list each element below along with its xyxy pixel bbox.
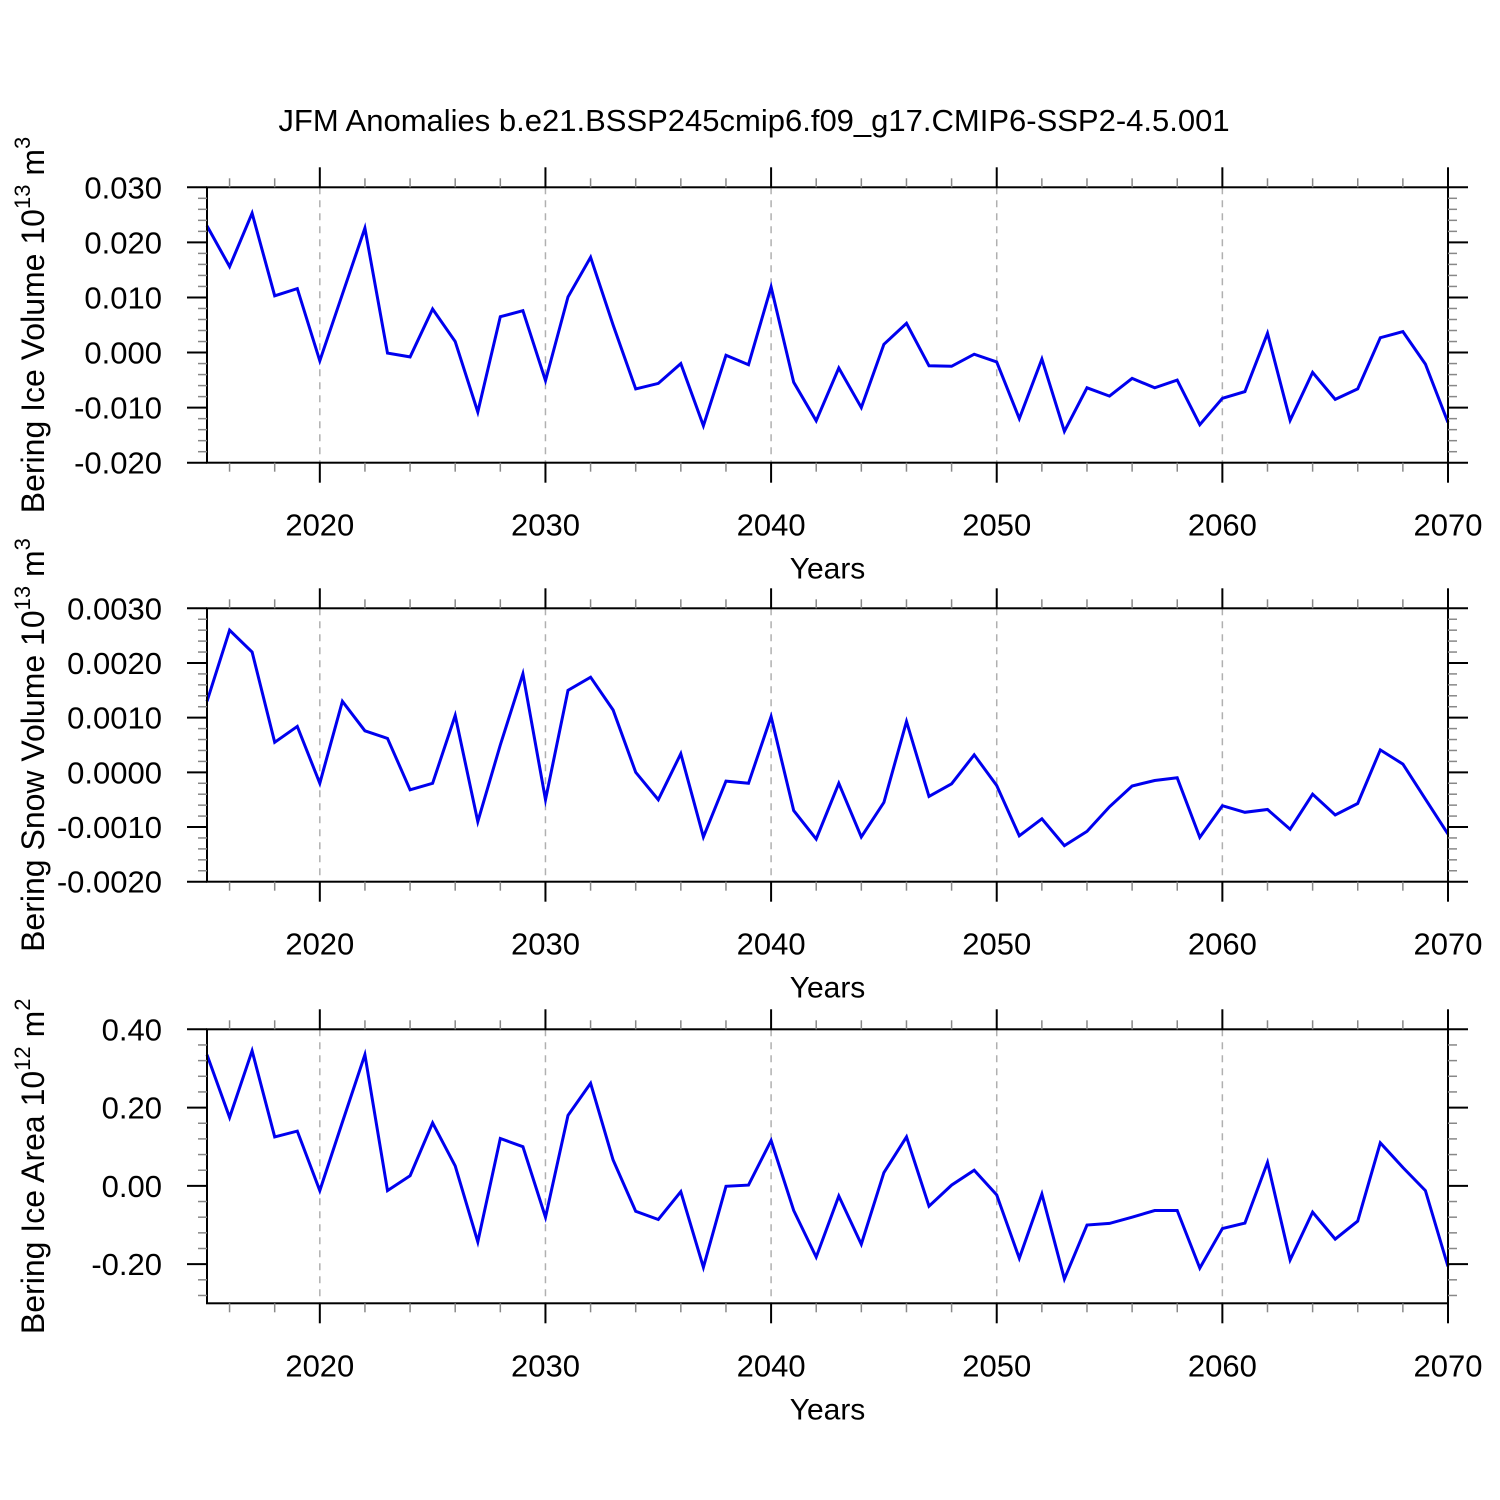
y-axis-title: Bering Snow Volume 1013 m3 — [10, 538, 51, 952]
x-tick-label: 2020 — [285, 927, 354, 962]
plot-frame — [206, 186, 1449, 464]
y-tick-label: -0.0020 — [57, 865, 162, 900]
x-tick-label: 2040 — [737, 927, 806, 962]
data-line-3 — [205, 1045, 1450, 1284]
x-tick-label: 2070 — [1414, 927, 1483, 962]
x-tick-label: 2050 — [962, 508, 1031, 543]
x-tick-label: 2060 — [1188, 508, 1257, 543]
y-axis-title: Bering Ice Area 1012 m2 — [10, 999, 51, 1335]
y-tick-label: 0.0010 — [67, 701, 162, 736]
plot-1: 0.030 0.020 0.010 0.000 -0.010 -0.020 2020 2030… — [10, 137, 1482, 586]
y-tick-label: 0.000 — [84, 336, 162, 371]
y-tick-label: -0.20 — [91, 1247, 162, 1282]
plot-2: 0.0030 0.0020 0.0010 0.0000 -0.0010 -0.0020 20… — [10, 538, 1482, 1005]
chart-title: JFM Anomalies b.e21.BSSP245cmip6.f09_g17… — [278, 103, 1230, 138]
y-tick-label: 0.0000 — [67, 755, 162, 790]
x-axis-title: Years — [790, 1393, 866, 1426]
x-tick-label: 2060 — [1188, 1348, 1257, 1383]
y-tick-label: 0.030 — [84, 170, 162, 205]
data-line-1 — [205, 208, 1450, 436]
x-tick-label: 2030 — [511, 1348, 580, 1383]
y-tick-label: -0.0010 — [57, 810, 162, 845]
x-tick-label: 2030 — [511, 927, 580, 962]
data-line-2 — [205, 627, 1450, 848]
plot-frame — [206, 1028, 1449, 1305]
x-tick-label: 2050 — [962, 927, 1031, 962]
x-tick-label: 2040 — [737, 1348, 806, 1383]
y-tick-label: 0.020 — [84, 225, 162, 260]
x-tick-label: 2020 — [285, 1348, 354, 1383]
x-tick-label: 2050 — [962, 1348, 1031, 1383]
x-axis-title: Years — [790, 553, 866, 586]
y-tick-label: 0.40 — [102, 1012, 162, 1047]
y-tick-label: 0.20 — [102, 1091, 162, 1126]
plot-3: 0.40 0.20 0.00 -0.20 2020 2030 2040 2050 2060 207… — [10, 999, 1482, 1427]
y-tick-label: -0.020 — [74, 446, 162, 481]
y-tick-label: 0.010 — [84, 280, 162, 315]
y-tick-label: -0.010 — [74, 391, 162, 426]
y-tick-label: 0.00 — [102, 1169, 162, 1204]
x-tick-label: 2060 — [1188, 927, 1257, 962]
x-axis-title: Years — [790, 972, 866, 1005]
plot-frame — [206, 607, 1449, 883]
y-tick-label: 0.0030 — [67, 591, 162, 626]
y-tick-label: 0.0020 — [67, 646, 162, 681]
x-tick-label: 2070 — [1414, 1348, 1483, 1383]
x-tick-label: 2030 — [511, 508, 580, 543]
x-tick-label: 2040 — [737, 508, 806, 543]
x-tick-label: 2070 — [1414, 508, 1483, 543]
y-axis-title: Bering Ice Volume 1013 m3 — [10, 137, 51, 513]
x-tick-label: 2020 — [285, 508, 354, 543]
